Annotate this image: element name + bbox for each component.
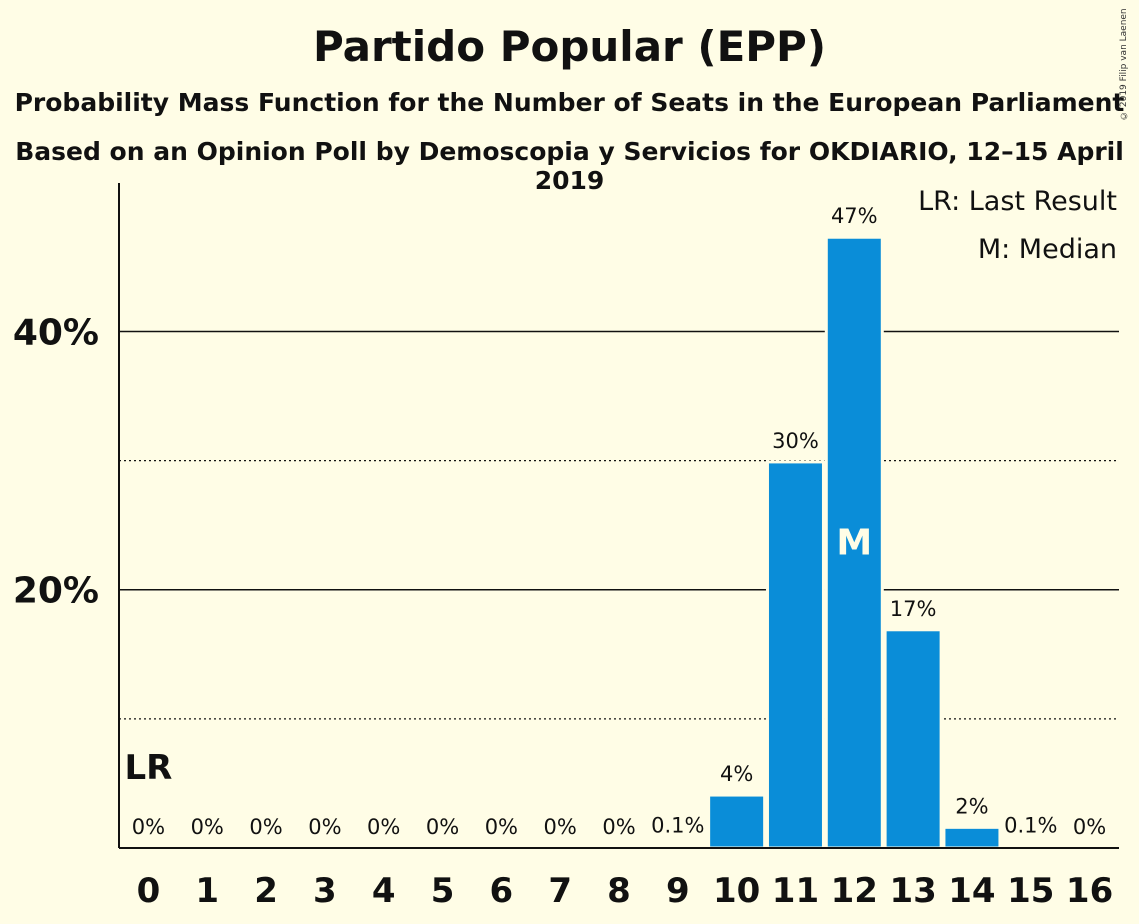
x-tick-label: 4 <box>372 871 396 911</box>
x-tick-label: 9 <box>666 871 690 911</box>
x-tick-label: 8 <box>607 871 631 911</box>
x-tick-label: 11 <box>772 871 819 911</box>
data-label: 0% <box>191 815 224 839</box>
data-label: 4% <box>720 762 753 786</box>
data-label: 0% <box>485 815 518 839</box>
data-label: 0% <box>308 815 341 839</box>
y-tick-label: 20% <box>13 571 99 612</box>
x-tick-label: 0 <box>137 871 161 911</box>
data-label: 0% <box>602 815 635 839</box>
x-tick-label: 12 <box>831 871 878 911</box>
legend-median: M: Median <box>978 234 1117 265</box>
bar <box>942 825 1002 850</box>
data-label: 0% <box>544 815 577 839</box>
last-result-marker: LR <box>124 748 172 788</box>
legend-last-result: LR: Last Result <box>918 186 1117 217</box>
median-marker: M <box>836 523 872 564</box>
x-tick-label: 2 <box>254 871 278 911</box>
x-tick-label: 7 <box>548 871 572 911</box>
x-tick-label: 13 <box>889 871 936 911</box>
chart-subtitle: Probability Mass Function for the Number… <box>14 88 1125 117</box>
data-label: 17% <box>890 597 937 621</box>
data-label: 0% <box>1073 815 1106 839</box>
x-tick-label: 10 <box>713 871 760 911</box>
chart-source-line: Based on an Opinion Poll by Demoscopia y… <box>15 137 1124 195</box>
data-label: 0% <box>367 815 400 839</box>
data-label: 0% <box>426 815 459 839</box>
x-tick-label: 14 <box>948 871 995 911</box>
data-label: 30% <box>772 429 819 453</box>
data-label: 2% <box>955 794 988 818</box>
x-tick-label: 16 <box>1066 871 1113 911</box>
x-tick-label: 6 <box>490 871 514 911</box>
data-label: 0% <box>249 815 282 839</box>
x-tick-label: 5 <box>431 871 455 911</box>
data-label: 0% <box>132 815 165 839</box>
x-tick-label: 15 <box>1007 871 1054 911</box>
data-label: 0.1% <box>1004 814 1057 838</box>
y-tick-label: 40% <box>13 312 99 353</box>
data-label: 47% <box>831 204 878 228</box>
bar <box>824 235 884 850</box>
x-tick-label: 1 <box>195 871 219 911</box>
data-label: 0.1% <box>651 814 704 838</box>
bar <box>765 460 825 850</box>
bar <box>707 793 767 850</box>
bar <box>883 628 943 850</box>
x-tick-label: 3 <box>313 871 337 911</box>
chart-title: Partido Popular (EPP) <box>312 22 827 71</box>
